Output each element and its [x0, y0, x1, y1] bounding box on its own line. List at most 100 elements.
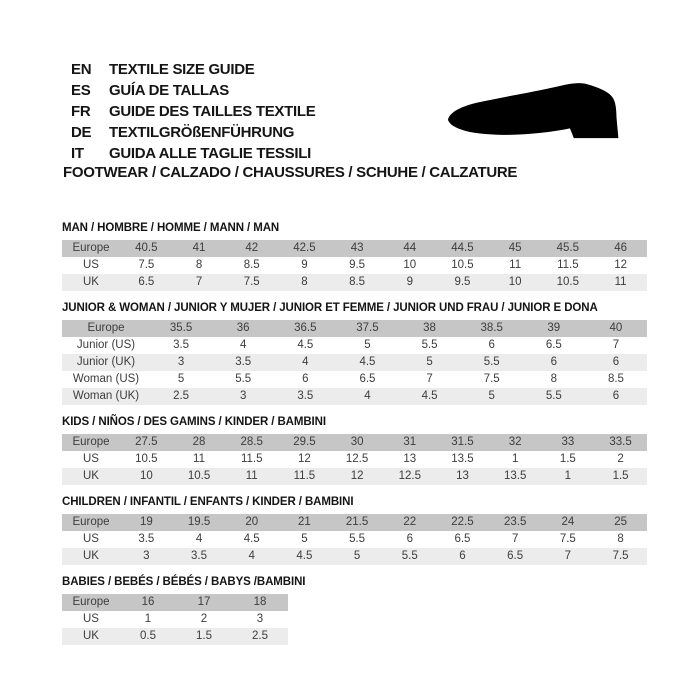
size-cell: 45.5 — [541, 240, 595, 257]
table-row: US 3.5 4 4.5 5 5.5 6 6.5 7 7.5 8 — [62, 531, 647, 548]
size-cell: 7 — [398, 371, 461, 388]
size-cell: 6.5 — [522, 337, 585, 354]
size-cell: 9.5 — [436, 274, 489, 291]
row-label: Woman (US) — [62, 371, 150, 388]
row-label: US — [62, 531, 120, 548]
size-cell: 35.5 — [150, 320, 213, 337]
size-cell: 3 — [150, 354, 213, 371]
size-cell: 45 — [488, 240, 542, 257]
language-code: ES — [71, 82, 91, 99]
size-cell: 4.5 — [278, 548, 331, 565]
size-cell: 30 — [330, 434, 384, 451]
size-cell: 21.5 — [330, 514, 384, 531]
language-label: TEXTILGRÖßENFÜHRUNG — [109, 124, 295, 141]
size-cell: 36 — [212, 320, 275, 337]
size-cell: 10.5 — [172, 468, 226, 485]
size-cell: 25 — [594, 514, 647, 531]
size-cell: 18 — [232, 594, 288, 611]
language-row: IT GUIDA ALLE TAGLIE TESSILI — [71, 143, 315, 164]
table-row: Europe 27.5 28 28.5 29.5 30 31 31.5 32 33 33.5 — [62, 434, 647, 451]
language-row: EN TEXTILE SIZE GUIDE — [71, 59, 315, 80]
size-cell: 7 — [488, 531, 542, 548]
size-cell: 5.5 — [398, 337, 461, 354]
size-cell: 9 — [278, 257, 331, 274]
size-cell: 6.5 — [120, 274, 173, 291]
size-cell: 11.5 — [541, 257, 595, 274]
size-cell: 5.5 — [383, 548, 437, 565]
size-cell: 2 — [594, 451, 647, 468]
size-cell: 10.5 — [541, 274, 595, 291]
table-row: UK 3 3.5 4 4.5 5 5.5 6 6.5 7 7.5 — [62, 548, 647, 565]
language-code: DE — [71, 124, 92, 141]
size-cell: 38.5 — [460, 320, 523, 337]
size-cell: 0.5 — [120, 628, 176, 645]
size-cell: 2.5 — [232, 628, 288, 645]
size-cell: 13 — [383, 451, 437, 468]
language-code: IT — [71, 145, 84, 162]
size-table-section: JUNIOR & WOMAN / JUNIOR Y MUJER / JUNIOR… — [62, 302, 648, 405]
size-cell: 41 — [172, 240, 226, 257]
size-cell: 44 — [383, 240, 437, 257]
size-cell: 20 — [225, 514, 279, 531]
size-cell: 10 — [383, 257, 437, 274]
size-cell: 21 — [278, 514, 331, 531]
language-list: EN TEXTILE SIZE GUIDE ES GUÍA DE TALLAS … — [71, 59, 316, 164]
size-cell: 7.5 — [460, 371, 523, 388]
size-cell: 11 — [225, 468, 279, 485]
size-cell: 7.5 — [541, 531, 595, 548]
size-cell: 7 — [172, 274, 226, 291]
size-cell: 12 — [278, 451, 331, 468]
size-cell: 39 — [522, 320, 585, 337]
size-cell: 9.5 — [330, 257, 384, 274]
size-cell: 4 — [274, 354, 337, 371]
size-cell: 11 — [172, 451, 226, 468]
size-cell: 16 — [120, 594, 176, 611]
language-label: GUIDA ALLE TAGLIE TESSILI — [109, 145, 311, 162]
size-cell: 2.5 — [150, 388, 213, 405]
size-cell: 17 — [176, 594, 232, 611]
size-table-section: CHILDREN / INFANTIL / ENFANTS / KINDER /… — [62, 496, 648, 565]
size-cell: 7 — [541, 548, 595, 565]
table-title: MAN / HOMBRE / HOMME / MANN / MAN — [62, 222, 280, 234]
size-cell: 11.5 — [225, 451, 279, 468]
size-table: Europe 16 17 18 US 1 2 3 UK 0.5 1.5 2.5 — [62, 594, 288, 645]
size-cell: 24 — [541, 514, 595, 531]
table-row: UK 0.5 1.5 2.5 — [62, 628, 288, 645]
size-cell: 4.5 — [336, 354, 399, 371]
size-cell: 32 — [488, 434, 542, 451]
size-cell: 5 — [278, 531, 331, 548]
row-label: Europe — [62, 320, 150, 337]
size-cell: 2 — [176, 611, 232, 628]
table-row: US 7.5 8 8.5 9 9.5 10 10.5 11 11.5 12 — [62, 257, 647, 274]
table-row: Woman (UK) 2.5 3 3.5 4 4.5 5 5.5 6 — [62, 388, 647, 405]
size-cell: 10 — [488, 274, 542, 291]
size-cell: 38 — [398, 320, 461, 337]
row-label: UK — [62, 274, 120, 291]
size-cell: 8 — [278, 274, 331, 291]
table-row: Europe 16 17 18 — [62, 594, 288, 611]
size-cell: 12.5 — [383, 468, 437, 485]
language-row: ES GUÍA DE TALLAS — [71, 80, 315, 101]
table-title: JUNIOR & WOMAN / JUNIOR Y MUJER / JUNIOR… — [62, 302, 598, 314]
size-cell: 8.5 — [225, 257, 279, 274]
size-cell: 4 — [212, 337, 275, 354]
language-code: EN — [71, 61, 92, 78]
size-cell: 10 — [120, 468, 173, 485]
size-cell: 8 — [172, 257, 226, 274]
size-cell: 6.5 — [336, 371, 399, 388]
language-code: FR — [71, 103, 91, 120]
size-cell: 5 — [330, 548, 384, 565]
size-cell: 10.5 — [120, 451, 173, 468]
size-cell: 11 — [594, 274, 647, 291]
size-cell: 19.5 — [172, 514, 226, 531]
size-cell: 19 — [120, 514, 173, 531]
size-cell: 1 — [488, 451, 542, 468]
size-cell: 42.5 — [278, 240, 331, 257]
size-cell: 7.5 — [594, 548, 647, 565]
size-cell: 5 — [398, 354, 461, 371]
size-cell: 4 — [172, 531, 226, 548]
size-cell: 3.5 — [212, 354, 275, 371]
row-label: US — [62, 451, 120, 468]
size-cell: 5 — [336, 337, 399, 354]
